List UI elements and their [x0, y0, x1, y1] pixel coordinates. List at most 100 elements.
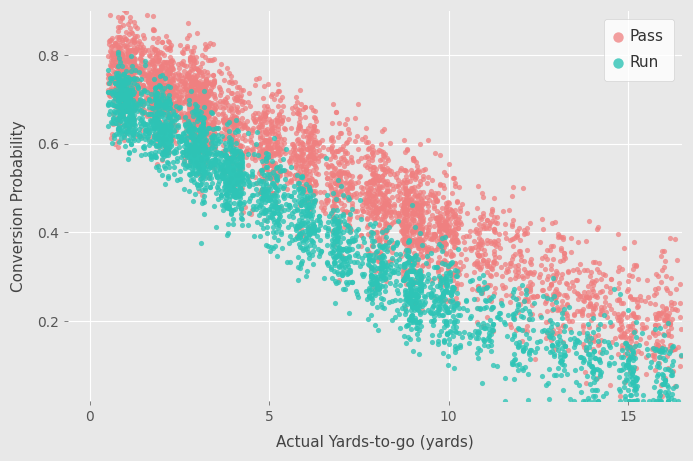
Pass — [471, 260, 482, 268]
Pass — [419, 246, 430, 253]
Pass — [164, 77, 175, 84]
Run — [650, 347, 661, 354]
Run — [112, 105, 123, 112]
Pass — [351, 194, 362, 201]
Pass — [149, 88, 160, 95]
Pass — [369, 208, 380, 215]
Pass — [231, 148, 243, 156]
Run — [236, 154, 247, 162]
Pass — [304, 177, 315, 184]
Pass — [305, 150, 316, 158]
Run — [254, 177, 265, 184]
Pass — [296, 155, 307, 162]
Pass — [157, 108, 168, 115]
Pass — [229, 125, 240, 133]
Pass — [150, 79, 161, 86]
Pass — [272, 87, 283, 95]
Run — [339, 221, 350, 228]
Run — [147, 121, 158, 128]
Pass — [264, 148, 275, 155]
Pass — [153, 49, 164, 56]
Pass — [450, 286, 462, 293]
Run — [403, 258, 414, 265]
Pass — [308, 132, 319, 140]
Pass — [455, 280, 466, 287]
Pass — [516, 257, 527, 264]
Run — [394, 324, 405, 331]
Run — [119, 94, 130, 101]
Pass — [184, 121, 195, 129]
Pass — [411, 211, 422, 219]
Run — [337, 265, 349, 272]
Run — [155, 127, 166, 134]
Pass — [529, 355, 541, 363]
Pass — [121, 84, 132, 92]
Pass — [274, 96, 286, 104]
Pass — [442, 224, 453, 231]
Pass — [234, 153, 245, 160]
Pass — [330, 175, 341, 183]
Pass — [534, 273, 545, 280]
Pass — [453, 299, 464, 307]
Pass — [417, 166, 428, 173]
Pass — [288, 143, 299, 150]
Run — [276, 230, 287, 238]
Pass — [148, 91, 159, 98]
Run — [518, 346, 529, 354]
Pass — [106, 48, 117, 55]
Run — [130, 101, 141, 109]
Run — [113, 99, 124, 106]
Pass — [231, 96, 243, 104]
Pass — [616, 327, 627, 335]
Run — [265, 205, 277, 213]
Run — [446, 284, 457, 291]
Pass — [509, 313, 520, 320]
Pass — [151, 103, 162, 110]
Pass — [156, 65, 167, 72]
Pass — [166, 57, 177, 65]
Pass — [150, 67, 161, 75]
Run — [327, 249, 338, 256]
Run — [116, 85, 128, 93]
Run — [232, 176, 243, 183]
Pass — [367, 170, 378, 177]
Pass — [198, 101, 209, 108]
Run — [231, 148, 242, 155]
Run — [428, 263, 439, 271]
Pass — [198, 80, 209, 88]
Pass — [386, 182, 397, 189]
Run — [121, 118, 132, 125]
Run — [313, 245, 324, 253]
Pass — [329, 180, 340, 187]
Pass — [323, 162, 334, 170]
Pass — [127, 93, 138, 100]
Run — [570, 379, 581, 386]
Pass — [160, 126, 171, 133]
Run — [367, 299, 378, 306]
Run — [433, 272, 444, 280]
Pass — [510, 232, 521, 239]
Run — [335, 217, 346, 225]
Run — [168, 149, 179, 156]
Pass — [494, 231, 505, 238]
Pass — [218, 105, 229, 112]
Run — [225, 163, 236, 171]
Pass — [267, 159, 279, 166]
Run — [448, 365, 459, 372]
Pass — [436, 215, 447, 223]
Pass — [200, 124, 211, 131]
Pass — [441, 210, 453, 218]
Pass — [521, 288, 532, 296]
Run — [297, 185, 308, 192]
Run — [150, 94, 161, 101]
Run — [229, 154, 240, 161]
Pass — [428, 202, 439, 210]
Run — [463, 331, 474, 338]
Pass — [430, 246, 441, 254]
Pass — [415, 230, 426, 237]
Pass — [457, 234, 468, 241]
Run — [193, 153, 204, 160]
Pass — [184, 126, 195, 134]
Run — [139, 108, 150, 116]
Pass — [186, 141, 198, 148]
